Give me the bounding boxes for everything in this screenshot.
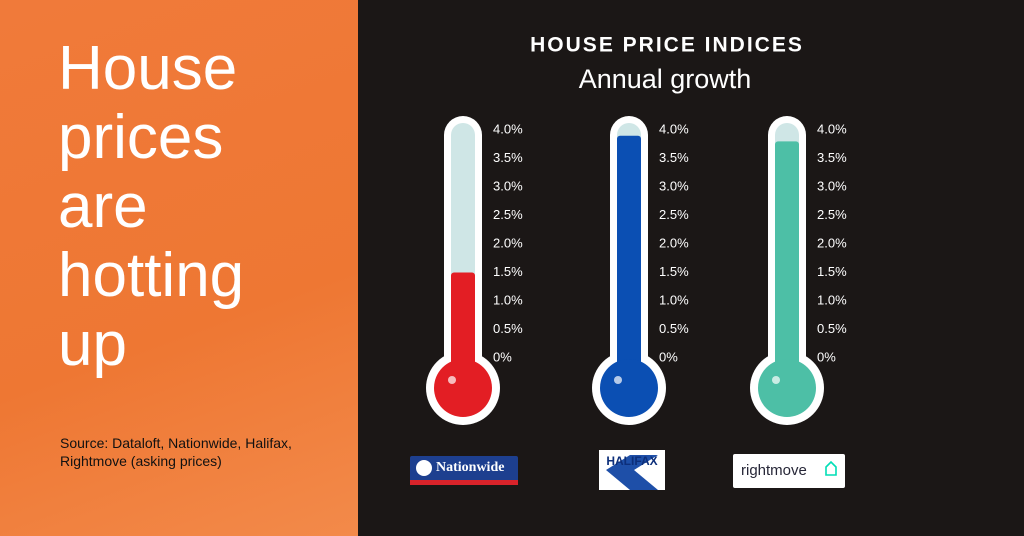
bulb-highlight <box>614 376 622 384</box>
source-note: Source: Dataloft, Nationwide, Halifax, R… <box>60 435 292 469</box>
y-tick-label: 1.0% <box>817 292 847 307</box>
bulb-highlight <box>448 376 456 384</box>
logo-box <box>733 454 845 488</box>
logo-box <box>410 456 518 485</box>
chart-subtitle: Annual growth <box>579 64 752 94</box>
thermometer-bulb <box>434 359 492 417</box>
headline: House prices are hotting up <box>58 34 245 379</box>
y-tick-label: 0.5% <box>659 321 689 336</box>
y-tick-label: 2.0% <box>817 235 847 250</box>
y-tick-label: 0.5% <box>493 321 523 336</box>
thermometer-fill <box>617 135 641 380</box>
logo-stripe <box>410 480 518 485</box>
logo-emblem <box>416 460 432 476</box>
y-tick-label: 3.5% <box>659 150 689 165</box>
y-tick-label: 4.0% <box>659 121 689 136</box>
thermometer-bulb <box>600 359 658 417</box>
y-tick-label: 2.0% <box>493 235 523 250</box>
y-tick-label: 1.0% <box>493 292 523 307</box>
y-tick-label: 1.5% <box>659 264 689 279</box>
y-tick-label: 0% <box>493 349 512 364</box>
y-tick-label: 0.5% <box>817 321 847 336</box>
y-tick-label: 1.5% <box>493 264 523 279</box>
y-tick-label: 3.0% <box>817 178 847 193</box>
y-tick-label: 2.5% <box>659 207 689 222</box>
left-panel: House prices are hotting up Source: Data… <box>0 0 358 536</box>
y-tick-label: 0% <box>659 349 678 364</box>
bulb-highlight <box>772 376 780 384</box>
chart-title: HOUSE PRICE INDICES <box>530 34 804 57</box>
y-tick-label: 3.0% <box>659 178 689 193</box>
logo-text: Nationwide <box>436 460 504 475</box>
y-tick-label: 4.0% <box>817 121 847 136</box>
logo-text: rightmove <box>741 462 807 479</box>
logo-x <box>606 455 658 490</box>
thermometer-fill <box>451 272 475 380</box>
y-tick-label: 2.0% <box>659 235 689 250</box>
y-tick-label: 1.0% <box>659 292 689 307</box>
thermometer-fill <box>775 141 799 380</box>
y-tick-label: 2.5% <box>817 207 847 222</box>
y-tick-label: 0% <box>817 349 836 364</box>
thermometer-bulb <box>758 359 816 417</box>
logo-house <box>825 460 837 476</box>
y-tick-label: 1.5% <box>817 264 847 279</box>
y-tick-label: 3.0% <box>493 178 523 193</box>
logo-text: HALIFAX <box>606 454 657 468</box>
y-tick-label: 4.0% <box>493 121 523 136</box>
y-tick-label: 3.5% <box>817 150 847 165</box>
y-tick-label: 3.5% <box>493 150 523 165</box>
y-tick-label: 2.5% <box>493 207 523 222</box>
